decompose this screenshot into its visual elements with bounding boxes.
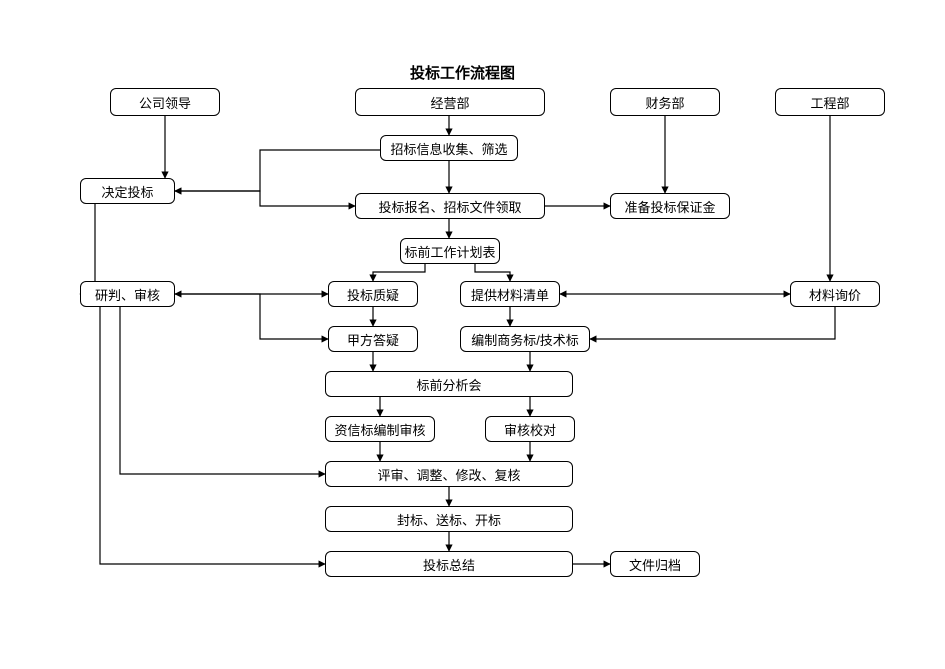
node-summary: 投标总结 — [325, 551, 573, 577]
node-engineering: 工程部 — [775, 88, 885, 116]
node-register: 投标报名、招标文件领取 — [355, 193, 545, 219]
edge-decide-to-register — [175, 191, 355, 206]
node-seal: 封标、送标、开标 — [325, 506, 573, 532]
node-collect: 招标信息收集、筛选 — [380, 135, 518, 161]
node-plan: 标前工作计划表 — [400, 238, 500, 264]
node-label: 工程部 — [810, 93, 849, 112]
node-label: 文件归档 — [629, 555, 681, 574]
node-archive: 文件归档 — [610, 551, 700, 577]
node-label: 财务部 — [645, 93, 684, 112]
node-review1: 研判、审核 — [80, 281, 175, 307]
edge-plan-to-material_list — [475, 264, 510, 281]
node-label: 招标信息收集、筛选 — [390, 139, 507, 158]
node-answer: 甲方答疑 — [328, 326, 418, 352]
diagram-title: 投标工作流程图 — [410, 62, 515, 83]
node-label: 投标总结 — [423, 555, 475, 574]
edge-review1-to-revise — [120, 307, 325, 474]
node-label: 决定投标 — [101, 182, 153, 201]
node-label: 审核校对 — [504, 420, 556, 439]
node-check: 审核校对 — [485, 416, 575, 442]
node-credit-review: 资信标编制审核 — [325, 416, 435, 442]
node-label: 封标、送标、开标 — [397, 510, 501, 529]
flowchart-canvas: 投标工作流程图 公司领导 经营部 财务部 工程部招标信息收集、筛选决定投标投标报名、招… — [0, 0, 945, 669]
node-label: 材料询价 — [809, 285, 861, 304]
node-label: 编制商务标/技术标 — [471, 330, 579, 349]
node-deposit: 准备投标保证金 — [610, 193, 730, 219]
node-label: 甲方答疑 — [347, 330, 399, 349]
edge-review1-to-summary — [100, 307, 325, 564]
node-material-price: 材料询价 — [790, 281, 880, 307]
edge-review1-to-answer — [175, 294, 328, 339]
edge-collect-to-decide — [175, 150, 380, 191]
node-pre-meeting: 标前分析会 — [325, 371, 573, 397]
node-label: 投标报名、招标文件领取 — [378, 197, 521, 216]
node-question: 投标质疑 — [328, 281, 418, 307]
node-label: 公司领导 — [139, 93, 191, 112]
node-label: 标前工作计划表 — [404, 242, 495, 261]
node-label: 经营部 — [430, 93, 469, 112]
node-label: 资信标编制审核 — [334, 420, 425, 439]
node-company-lead: 公司领导 — [110, 88, 220, 116]
node-label: 提供材料清单 — [471, 285, 549, 304]
node-material-list: 提供材料清单 — [460, 281, 560, 307]
node-label: 评审、调整、修改、复核 — [377, 465, 520, 484]
node-label: 标前分析会 — [416, 375, 481, 394]
edge-material_price-to-compile_biz — [590, 307, 835, 339]
node-compile-biz: 编制商务标/技术标 — [460, 326, 590, 352]
node-ops: 经营部 — [355, 88, 545, 116]
node-label: 准备投标保证金 — [624, 197, 715, 216]
node-label: 投标质疑 — [347, 285, 399, 304]
node-label: 研判、审核 — [95, 285, 160, 304]
node-revise: 评审、调整、修改、复核 — [325, 461, 573, 487]
node-finance: 财务部 — [610, 88, 720, 116]
node-decide: 决定投标 — [80, 178, 175, 204]
edge-plan-to-question — [373, 264, 425, 281]
